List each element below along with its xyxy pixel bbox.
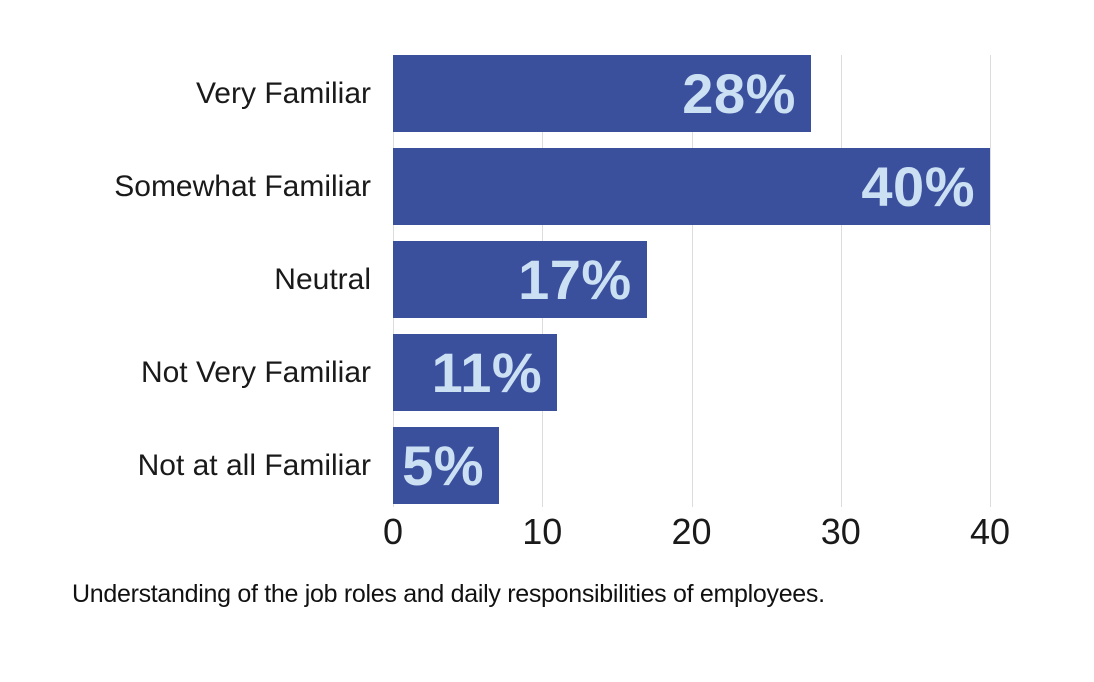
category-label: Very Familiar [195, 76, 371, 110]
category-label: Not at all Familiar [137, 448, 371, 482]
bar-value-label: 17% [518, 247, 632, 311]
bar: 5% [393, 427, 499, 504]
bar: 17% [393, 241, 647, 318]
bar-row: Not Very Familiar 11% [0, 334, 1094, 411]
x-tick-label: 10 [522, 511, 563, 552]
bar-row: Very Familiar 28% [0, 55, 1094, 132]
gridline [691, 55, 693, 507]
x-tick-label: 20 [671, 511, 712, 552]
category-label: Somewhat Familiar [114, 169, 371, 203]
x-tick-label: 30 [820, 511, 861, 552]
bar-row: Neutral 17% [0, 241, 1094, 318]
category-label: Not Very Familiar [140, 355, 371, 389]
bar-row: Not at all Familiar 5% [0, 427, 1094, 504]
bar: 28% [393, 55, 811, 132]
gridline [840, 55, 842, 507]
gridline [990, 55, 991, 507]
bar-value-label: 11% [431, 340, 543, 404]
x-tick-label: 40 [969, 511, 1011, 552]
bar: 40% [393, 148, 990, 225]
bar-row: Somewhat Familiar 40% [0, 148, 1094, 225]
bar-rows: Very Familiar 28% Somewhat Familiar 40% Neut… [0, 55, 1094, 504]
chart-caption: Understanding of the job roles and daily… [72, 580, 825, 608]
bar-value-label: 28% [682, 61, 796, 125]
x-tick-label: 0 [382, 511, 404, 552]
category-label: Neutral [274, 262, 371, 296]
bar-value-label: 5% [402, 433, 484, 497]
bar-value-label: 40% [861, 154, 975, 218]
bar: 11% [393, 334, 558, 411]
